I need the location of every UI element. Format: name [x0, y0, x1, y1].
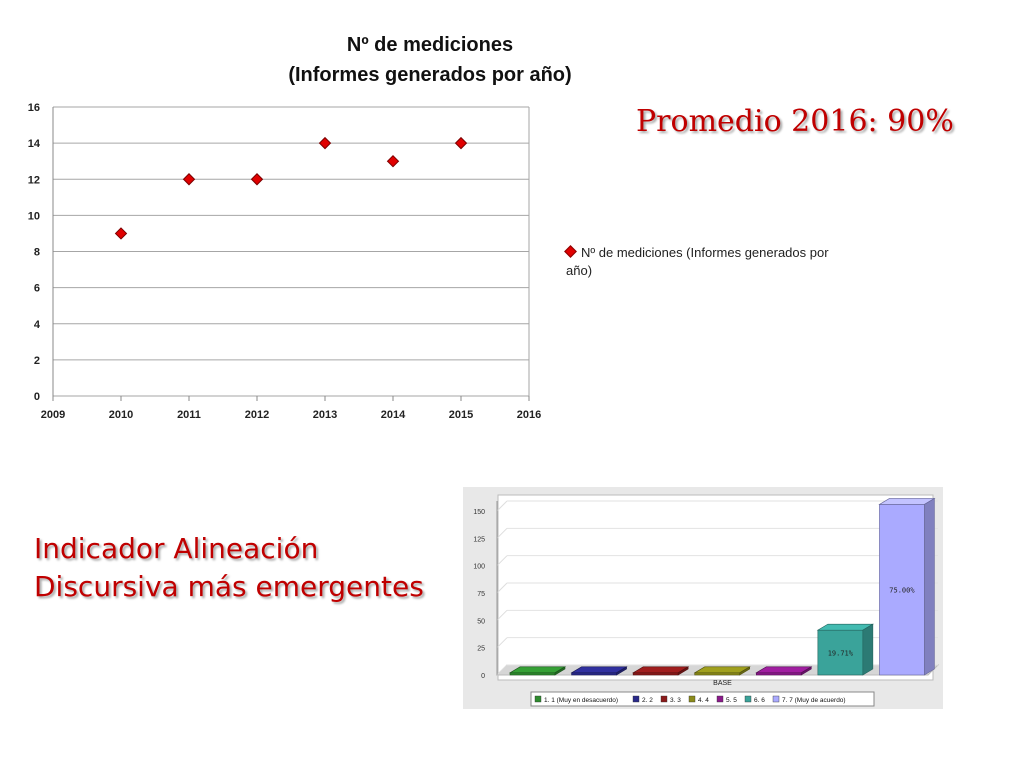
bar [755, 672, 802, 676]
x-tick-label: 2009 [41, 409, 65, 421]
bar-side-face [677, 666, 689, 676]
y-tick-label: 75 [477, 591, 485, 598]
y-tick-label: 100 [473, 564, 485, 571]
legend-swatch [716, 695, 724, 703]
legend-label: 7. 7 (Muy de acuerdo) [782, 697, 846, 704]
legend-label: 3. 3 [670, 697, 681, 704]
data-point [250, 173, 264, 186]
data-point [114, 227, 128, 240]
bar-side-face [924, 497, 935, 676]
scatter-legend-label: Nº de mediciones (Informes generados por… [566, 245, 829, 278]
legend-swatch [744, 695, 752, 703]
y-tick-label: 0 [34, 391, 40, 403]
y-tick-label: 4 [34, 319, 41, 331]
y-tick-label: 150 [473, 509, 485, 516]
bar-side-face [862, 623, 874, 676]
indicador-line-2: Discursiva más emergentes [34, 570, 424, 603]
bar [509, 672, 556, 676]
y-gridline-depth [496, 582, 508, 594]
bar [817, 629, 864, 676]
y-tick-label: 0 [481, 673, 485, 680]
indicador-heading: Indicador Alineación Discursiva más emer… [34, 530, 424, 606]
legend-swatch [772, 695, 780, 703]
scatter-chart: 0 2 4 6 8 10 12 14 16 2009 2010 2011 2012 2013 2014 201… [28, 102, 541, 421]
y-gridline-depth [496, 664, 508, 676]
indicador-line-1: Indicador Alineación [34, 532, 319, 565]
legend-swatch [632, 695, 640, 703]
scatter-chart-subtitle: (Informes generados por año) [288, 64, 572, 86]
scatter-chart-title-block: Nº de mediciones (Informes generados por… [150, 30, 710, 90]
bar [879, 504, 925, 676]
legend-swatch [534, 695, 542, 703]
y-tick-label: 2 [34, 355, 40, 367]
bar [694, 672, 741, 676]
y-tick-label: 12 [28, 174, 40, 186]
data-point [386, 154, 400, 168]
legend-swatch [660, 695, 668, 703]
bar-legend: 1. 1 (Muy en desacuerdo) 2. 2 3. 3 4. 4 5. 5… [530, 691, 875, 707]
y-tick-label: 25 [477, 646, 485, 653]
x-tick-label: 2010 [109, 409, 133, 421]
x-tick-label: 2016 [517, 409, 541, 421]
bar-side-face [800, 666, 812, 676]
legend-label: 4. 4 [698, 697, 709, 704]
x-tick-label: 2012 [245, 409, 269, 421]
bar-side-face [616, 666, 627, 676]
x-tick-label: 2015 [449, 409, 473, 421]
bar-data-label: 75.00% [889, 587, 915, 595]
y-gridline-depth [496, 555, 508, 567]
y-gridline-depth [496, 609, 508, 621]
y-tick-label: 6 [34, 283, 40, 295]
y-tick-label: 10 [28, 210, 40, 222]
data-point [318, 136, 332, 150]
y-tick-label: 50 [477, 618, 485, 625]
bar-side-face [739, 666, 751, 676]
x-tick-label: 2013 [313, 409, 337, 421]
scatter-chart-title: Nº de mediciones [346, 34, 514, 56]
legend-label: 5. 5 [726, 697, 737, 704]
bar-data-label: 19.71% [828, 650, 854, 658]
bar [632, 672, 679, 676]
x-axis-label: BASE [713, 680, 732, 687]
bar-chart: 0 25 50 75 100 125 150 19.71% 75.00% BASE 1. 1 (Mu… [473, 494, 940, 707]
bar [571, 672, 617, 676]
data-point [182, 173, 196, 186]
scatter-legend: Nº de mediciones (Informes generados por… [564, 244, 836, 280]
y-tick-label: 16 [28, 102, 40, 114]
y-gridline-depth [496, 637, 508, 649]
y-gridline-depth [496, 500, 508, 512]
legend-swatch [688, 695, 696, 703]
x-tick-label: 2011 [177, 409, 201, 421]
bar-side-face [554, 666, 566, 676]
legend-label: 2. 2 [642, 697, 653, 704]
bar-chart-panel: 0 25 50 75 100 125 150 19.71% 75.00% BASE 1. 1 (Mu… [463, 487, 943, 709]
promedio-heading: Promedio 2016: 90% [636, 104, 954, 139]
x-tick-label: 2014 [381, 409, 406, 421]
legend-label: 1. 1 (Muy en desacuerdo) [544, 697, 618, 704]
legend-box [530, 691, 875, 707]
data-point [454, 136, 468, 150]
y-gridline-depth [496, 527, 508, 539]
legend-diamond-marker [564, 245, 577, 258]
y-tick-label: 125 [473, 536, 485, 543]
y-tick-label: 8 [34, 247, 40, 259]
y-tick-label: 14 [28, 138, 41, 150]
legend-label: 6. 6 [754, 697, 765, 704]
